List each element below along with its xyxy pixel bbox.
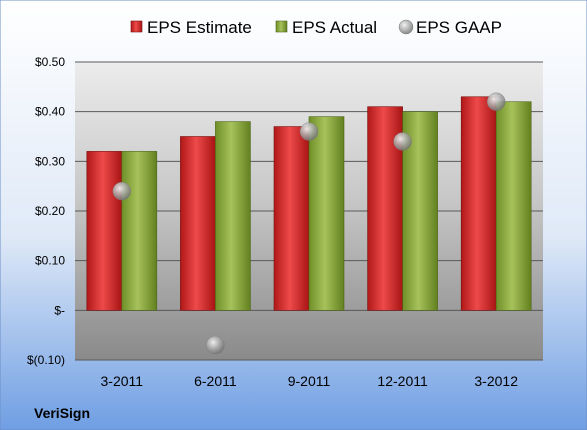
eps-gaap-point: [206, 335, 225, 355]
x-tick-label: 3-2011: [101, 373, 144, 389]
legend: EPS Estimate EPS Actual EPS GAAP: [130, 18, 502, 37]
eps-gaap-point: [393, 132, 412, 151]
eps-estimate-bar: [273, 126, 310, 311]
y-tick-label: $(0.10): [27, 353, 65, 367]
gaap-points: [112, 92, 506, 355]
eps-actual-bar: [121, 151, 158, 311]
x-axis-labels: 3-2011 6-2011 9-2011 12-2011 3-2012: [101, 373, 519, 389]
eps-actual-bar: [495, 101, 532, 311]
legend-actual-label: EPS Actual: [292, 18, 377, 37]
x-tick-label: 12-2011: [377, 373, 428, 389]
y-tick-label: $0.30: [35, 154, 65, 168]
eps-actual-bar: [215, 121, 251, 311]
eps-gaap-point: [299, 122, 319, 141]
eps-gaap-point: [112, 181, 132, 201]
legend-gaap-label: EPS GAAP: [416, 18, 502, 37]
x-tick-label: 9-2011: [288, 373, 331, 389]
company-label: VeriSign: [34, 405, 90, 421]
legend-actual-marker: [275, 20, 288, 33]
y-tick-label: $0.10: [35, 254, 65, 268]
eps-gaap-point: [486, 92, 506, 111]
eps-actual-bar: [308, 116, 345, 311]
legend-estimate-label: EPS Estimate: [147, 18, 252, 37]
legend-estimate-marker: [130, 20, 143, 33]
x-tick-label: 6-2011: [194, 373, 237, 389]
y-tick-label: $0.50: [35, 55, 65, 69]
legend-gaap-marker: [398, 19, 414, 35]
eps-estimate-bar: [460, 96, 497, 311]
eps-estimate-bar: [180, 136, 216, 311]
bars: [86, 96, 532, 311]
x-tick-label: 3-2012: [474, 373, 518, 389]
eps-estimate-bar: [86, 151, 123, 311]
y-tick-label: $0.40: [35, 105, 65, 119]
y-tick-label: $-: [54, 303, 65, 317]
y-tick-label: $0.20: [35, 204, 65, 218]
y-axis-ticks: $(0.10) $- $0.10 $0.20 $0.30 $0.40 $0.50: [27, 55, 65, 367]
